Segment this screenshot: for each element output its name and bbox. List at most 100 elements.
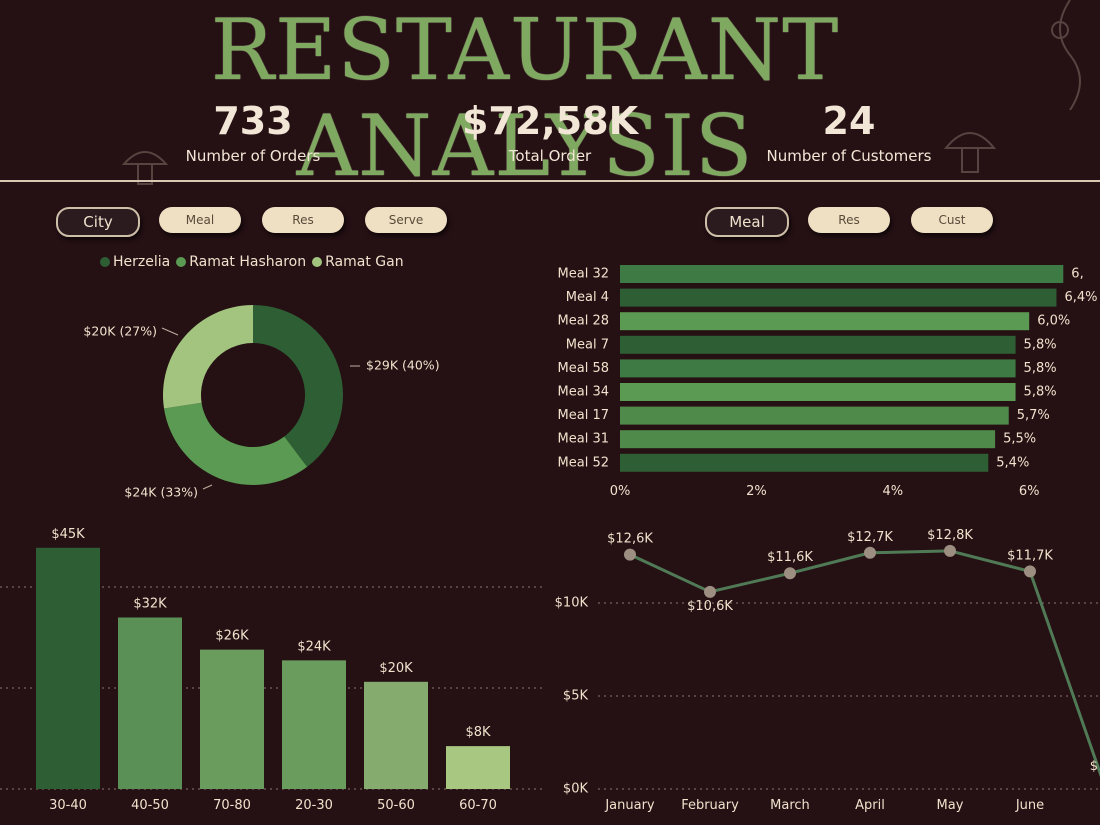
bar-category-label: Meal 4: [566, 290, 609, 305]
legend-label: Herzelia: [113, 254, 171, 270]
line-point-marker: [784, 567, 796, 580]
meal-bar: [620, 406, 1009, 425]
legend-item-ramat-gan[interactable]: Ramat Gan: [312, 254, 404, 270]
donut-slice: [164, 402, 308, 485]
legend-dot: [100, 257, 110, 267]
x-tick-label: January: [604, 798, 655, 813]
filter-res-right-button[interactable]: Res: [808, 207, 890, 233]
legend-dot: [176, 257, 187, 267]
monthly-line-chart: $0K $5K $10K $12,6K January $10,6K February $11…: [555, 528, 1100, 813]
page-title: RESTAURANT ANALYSIS: [210, 1, 840, 195]
kpi-total-order-label: Total Order: [508, 147, 592, 165]
kpi-orders-label: Number of Orders: [185, 147, 321, 165]
bar-data-label: $45K: [51, 527, 85, 542]
line-data-label: $: [1090, 759, 1098, 774]
x-tick-label: 6%: [1019, 484, 1040, 499]
bar-category-label: Meal 34: [558, 385, 609, 400]
legend-dot: [312, 257, 323, 267]
age-bar: [200, 649, 264, 789]
line-point-marker: [864, 546, 876, 559]
line-data-label: $12,7K: [847, 530, 893, 545]
legend-label: Ramat Gan: [325, 254, 404, 270]
header-divider: [0, 180, 1100, 182]
mushroom-icon: [121, 151, 169, 185]
meal-bar: [620, 359, 1016, 378]
filter-meal-button[interactable]: Meal: [159, 207, 241, 233]
bar-data-label: 6,4%: [1064, 290, 1097, 305]
bar-data-label: $32K: [133, 596, 167, 611]
x-tick-label: 60-70: [459, 798, 497, 813]
bar-data-label: 6,: [1071, 267, 1083, 282]
x-tick-label: 50-60: [377, 798, 415, 813]
bar-data-label: $26K: [215, 629, 249, 644]
bar-category-label: Meal 31: [558, 432, 609, 447]
filter-cust-button[interactable]: Cust: [911, 207, 993, 233]
meal-bar: [620, 265, 1064, 283]
bar-data-label: 5,7%: [1017, 408, 1050, 423]
donut-slice: [163, 305, 253, 409]
legend-label: Ramat Hasharon: [189, 254, 307, 270]
meal-bar: [620, 453, 989, 472]
age-bar: [36, 547, 100, 789]
donut-data-label: $20K (27%): [83, 324, 157, 339]
kpi-orders: 733 Number of Orders: [123, 98, 383, 165]
line-point-marker: [624, 548, 636, 561]
bar-data-label: $24K: [297, 639, 331, 654]
kpi-customers-value: 24: [822, 99, 876, 143]
meal-bar-chart: Meal 32 6, Meal 4 6,4% Meal 28 6,0% Meal 7 5,8%…: [558, 265, 1098, 499]
legend-item-ramat-hasharon[interactable]: Ramat Hasharon: [176, 254, 306, 270]
mushroom-icon: [943, 132, 997, 173]
bar-data-label: $20K: [379, 661, 413, 676]
bar-data-label: 5,8%: [1024, 385, 1057, 400]
x-tick-label: 70-80: [213, 798, 251, 813]
line-point-marker: [1024, 565, 1036, 578]
meal-bar: [620, 335, 1016, 354]
x-tick-label: 4%: [882, 484, 903, 499]
x-tick-label: April: [855, 798, 885, 813]
donut-leader-line: [202, 484, 213, 490]
bar-category-label: Meal 52: [558, 455, 609, 470]
legend-item-herzelia[interactable]: Herzelia: [100, 254, 170, 270]
donut-chart: $29K (40%) $24K (33%) $20K (27%): [83, 305, 440, 500]
line-data-label: $10,6K: [687, 599, 733, 614]
bar-category-label: Meal 17: [558, 408, 609, 423]
donut-slice: [253, 305, 343, 467]
sales-line: [629, 549, 1100, 778]
donut-data-label: $24K (33%): [124, 485, 198, 500]
bar-data-label: 5,8%: [1024, 361, 1057, 376]
x-tick-label: 0%: [610, 484, 631, 499]
y-tick-label: $0K: [563, 782, 589, 797]
x-tick-label: May: [937, 798, 964, 813]
line-data-label: $12,6K: [607, 532, 653, 547]
donut-leader-line: [161, 327, 179, 336]
herb-icon: [1051, 0, 1081, 110]
age-bar: [118, 617, 182, 789]
age-bar-chart: $45K 30-40 $32K 40-50 $26K 70-80 $24K 20-30 $20K…: [0, 527, 545, 813]
x-tick-label: 20-30: [295, 798, 333, 813]
filter-res-button[interactable]: Res: [262, 207, 344, 233]
bar-data-label: 5,5%: [1003, 432, 1036, 447]
meal-bar: [620, 383, 1016, 401]
bar-data-label: $8K: [465, 725, 491, 740]
x-tick-label: 40-50: [131, 798, 169, 813]
y-tick-label: $5K: [563, 689, 589, 704]
kpi-total-order: $72,58K Total Order: [420, 98, 680, 165]
line-data-label: $12,8K: [927, 528, 973, 543]
meal-bar: [620, 312, 1030, 331]
bar-category-label: Meal 28: [558, 314, 609, 329]
filter-city-button[interactable]: City: [56, 207, 140, 237]
line-data-label: $11,7K: [1007, 548, 1053, 563]
filter-meal-right-button[interactable]: Meal: [705, 207, 789, 237]
bar-category-label: Meal 32: [558, 267, 609, 282]
kpi-total-order-value: $72,58K: [461, 99, 639, 143]
kpi-customers: 24 Number of Customers: [719, 98, 979, 165]
filter-serve-button[interactable]: Serve: [365, 207, 447, 233]
x-tick-label: 2%: [746, 484, 767, 499]
age-bar: [364, 681, 428, 789]
line-data-label: $11,6K: [767, 550, 813, 565]
x-tick-label: March: [770, 798, 810, 813]
y-tick-label: $10K: [555, 596, 589, 611]
meal-bar: [620, 288, 1057, 307]
donut-legend: Herzelia Ramat Hasharon Ramat Gan: [100, 254, 404, 270]
bar-data-label: 5,4%: [996, 455, 1029, 470]
